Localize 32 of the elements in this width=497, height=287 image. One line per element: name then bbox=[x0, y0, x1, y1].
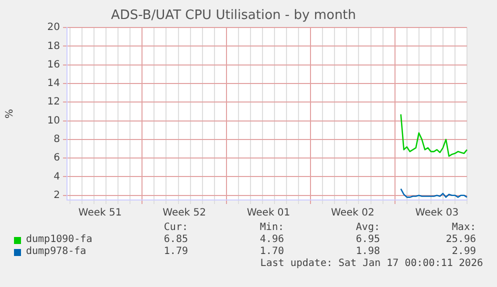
y-tick-label: 10 bbox=[47, 115, 60, 126]
x-tick-label: Week 02 bbox=[331, 208, 374, 219]
y-tick-label: 14 bbox=[47, 78, 60, 90]
x-tick-label: Week 03 bbox=[415, 208, 459, 219]
y-tick-label: 8 bbox=[54, 134, 60, 146]
text: 6.95 bbox=[356, 234, 380, 245]
text: 1.98 bbox=[356, 246, 380, 257]
legend-label: dump1090-fa bbox=[26, 234, 92, 245]
text: 25.96 bbox=[446, 234, 476, 245]
y-tick-label: 20 bbox=[47, 22, 60, 34]
text: Min: bbox=[260, 222, 284, 233]
x-tick-label: Week 51 bbox=[78, 208, 122, 219]
y-tick-label: 12 bbox=[47, 96, 60, 108]
y-tick-label: 18 bbox=[47, 40, 60, 52]
x-tick-label: Week 52 bbox=[162, 208, 206, 219]
x-tick-label: Week 01 bbox=[246, 208, 290, 219]
text: 1.70 bbox=[260, 246, 284, 257]
text: 1.79 bbox=[164, 246, 188, 257]
chart-title: ADS-B/UAT CPU Utilisation - by month bbox=[110, 8, 356, 24]
text: Avg: bbox=[356, 222, 380, 233]
y-tick-label: 6 bbox=[54, 152, 60, 164]
text: 4.96 bbox=[260, 234, 284, 245]
text: Cur: bbox=[164, 222, 188, 233]
legend-label: dump978-fa bbox=[26, 246, 86, 257]
text: 6.85 bbox=[164, 234, 188, 245]
y-axis-title: % bbox=[4, 109, 16, 119]
text: Last update: Sat Jan 17 00:00:11 2026 bbox=[260, 258, 483, 269]
text: 2.99 bbox=[452, 246, 476, 257]
y-tick-label: 16 bbox=[47, 59, 60, 70]
text: Max: bbox=[452, 222, 476, 233]
y-tick-label: 4 bbox=[54, 171, 60, 182]
y-tick-label: 2 bbox=[54, 190, 60, 201]
